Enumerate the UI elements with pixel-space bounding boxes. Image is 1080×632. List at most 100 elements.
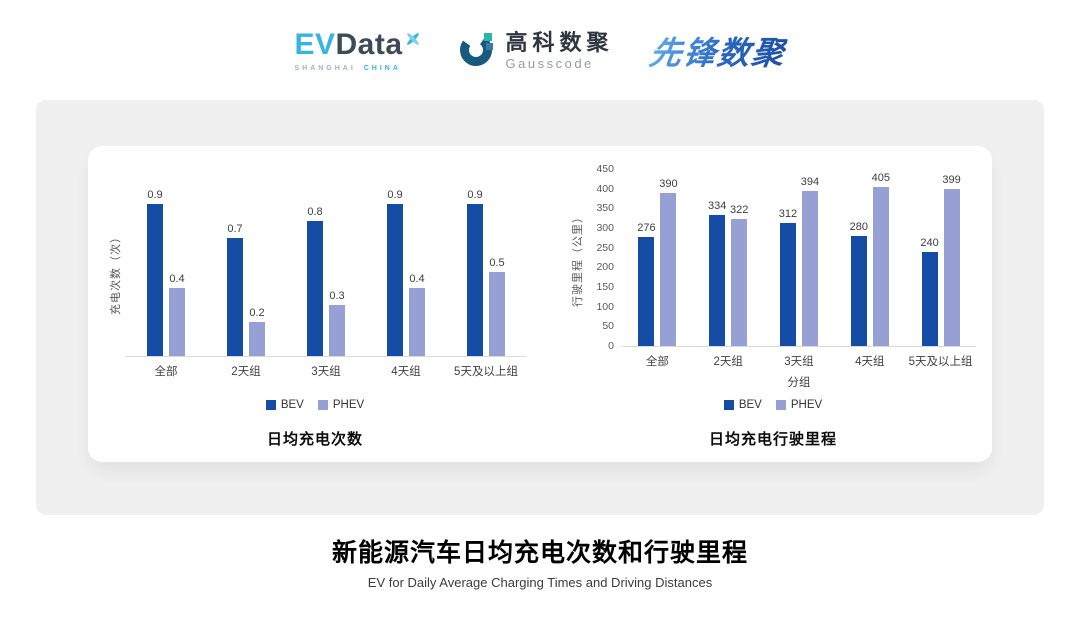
bar-phev: 390 bbox=[659, 178, 678, 346]
bar-value-label: 0.7 bbox=[227, 222, 243, 235]
bar-bev: 280 bbox=[850, 221, 868, 346]
bar-value-label: 276 bbox=[637, 222, 656, 235]
x-axis-category: 4天组 bbox=[855, 356, 885, 368]
bar-group: 0.9 0.5 bbox=[446, 187, 526, 356]
bar-bev: 334 bbox=[708, 200, 726, 346]
legend-item-bev: BEV bbox=[265, 399, 304, 411]
bar-value-label: 0.4 bbox=[169, 273, 185, 286]
legend-swatch bbox=[775, 400, 786, 410]
page-subtitle: EV for Daily Average Charging Times and … bbox=[367, 575, 713, 590]
bar-value-label: 390 bbox=[659, 177, 678, 190]
gausscode-name-cn: 高科数聚 bbox=[505, 29, 614, 55]
evdata-ev-text: EV bbox=[294, 28, 336, 61]
y-axis-tick: 250 bbox=[596, 241, 614, 254]
bar-bev: 0.9 bbox=[147, 189, 163, 356]
bar-phev: 0.5 bbox=[489, 257, 505, 356]
bar-value-label: 0.8 bbox=[307, 205, 323, 218]
xianfeng-logo: 先锋数聚 bbox=[646, 28, 788, 74]
chart-body: 充电次数（次） 0.9 0.4 0.7 0.2 0.8 0.3 0.9 0.4 0.9 0.5 全… bbox=[104, 166, 526, 398]
y-axis-tick: 200 bbox=[596, 261, 614, 274]
gausscode-logo-icon bbox=[458, 30, 496, 73]
bar-group: 0.7 0.2 bbox=[206, 187, 286, 356]
charts-card: 充电次数（次） 0.9 0.4 0.7 0.2 0.8 0.3 0.9 0.4 0.9 0.5 全… bbox=[88, 146, 992, 462]
bar-group: 280 405 bbox=[834, 169, 905, 346]
evdata-logo: EV Data SHANGHAI CHINA bbox=[294, 30, 421, 72]
bar-value-label: 0.2 bbox=[249, 307, 265, 320]
y-axis-label-wrap: 行驶里程（公里） bbox=[566, 166, 588, 398]
legend-swatch bbox=[317, 400, 328, 410]
chart-body: 行驶里程（公里） 0 50 100 150 200 250 300 350 400 450 276 3… bbox=[566, 163, 980, 398]
evdata-tagline-china: CHINA bbox=[363, 65, 401, 72]
bar-phev: 322 bbox=[730, 204, 748, 346]
legend: BEV PHEV bbox=[104, 398, 526, 412]
y-axis-tick: 350 bbox=[596, 202, 614, 215]
bar-bev: 0.9 bbox=[467, 189, 483, 356]
bar-group: 0.9 0.4 bbox=[366, 187, 446, 356]
header-logos: EV Data SHANGHAI CHINA 高科数聚 Gausscode bbox=[0, 24, 1080, 78]
gausscode-logo: 高科数聚 Gausscode bbox=[458, 30, 614, 73]
bar-group: 276 390 bbox=[622, 169, 693, 346]
bar-value-label: 322 bbox=[730, 204, 749, 217]
bar-group: 240 399 bbox=[905, 169, 976, 346]
chart-daily-charging-times: 充电次数（次） 0.9 0.4 0.7 0.2 0.8 0.3 0.9 0.4 0.9 0.5 全… bbox=[88, 166, 540, 462]
evdata-wordmark: EV Data bbox=[294, 30, 421, 60]
evdata-tagline-shanghai: SHANGHAI bbox=[294, 65, 356, 72]
chart-title: 日均充电行驶里程 bbox=[708, 431, 837, 448]
x-axis-category: 4天组 bbox=[391, 366, 421, 378]
y-axis-tick: 450 bbox=[596, 163, 614, 175]
bar-phev: 394 bbox=[801, 176, 819, 346]
legend-label: PHEV bbox=[790, 399, 823, 411]
evdata-data-text: Data bbox=[335, 28, 403, 61]
legend-item-phev: PHEV bbox=[775, 399, 823, 411]
plot-area: 0.9 0.4 0.7 0.2 0.8 0.3 0.9 0.4 0.9 0.5 bbox=[126, 187, 526, 357]
chart-title: 日均充电次数 bbox=[266, 431, 363, 448]
bar-group: 0.9 0.4 bbox=[126, 187, 206, 356]
legend-label: PHEV bbox=[332, 399, 365, 411]
bar-value-label: 240 bbox=[920, 236, 939, 249]
evdata-tagline: SHANGHAI CHINA bbox=[294, 65, 400, 72]
bar-value-label: 280 bbox=[849, 220, 868, 233]
bar-bev: 240 bbox=[920, 237, 939, 346]
sparkle-icon bbox=[404, 24, 422, 54]
bar-phev: 0.3 bbox=[329, 290, 345, 356]
y-axis-tick: 150 bbox=[596, 281, 614, 293]
bar-group: 334 322 bbox=[693, 169, 764, 346]
bar-value-label: 334 bbox=[708, 199, 727, 212]
bar-group: 312 394 bbox=[764, 169, 835, 346]
y-axis-tick: 300 bbox=[596, 222, 614, 234]
x-axis-categories: 全部 2天组 3天组 4天组 5天及以上组 bbox=[622, 353, 976, 369]
bar-bev: 312 bbox=[779, 208, 797, 346]
x-axis-category: 5天及以上组 bbox=[454, 366, 518, 378]
x-axis-category: 2天组 bbox=[713, 356, 743, 368]
x-axis-label: 分组 bbox=[787, 377, 811, 389]
y-axis-tick: 50 bbox=[602, 320, 614, 333]
legend: BEV PHEV bbox=[566, 398, 980, 412]
legend-item-bev: BEV bbox=[723, 399, 762, 411]
chart-daily-driving-distance: 行驶里程（公里） 0 50 100 150 200 250 300 350 400 450 276 3… bbox=[540, 163, 992, 462]
bar-bev: 0.8 bbox=[307, 206, 323, 356]
bar-value-label: 0.9 bbox=[387, 188, 403, 201]
gausscode-name-en: Gausscode bbox=[505, 56, 594, 72]
x-axis-categories: 全部 2天组 3天组 4天组 5天及以上组 bbox=[126, 363, 526, 379]
x-axis-category: 全部 bbox=[154, 366, 178, 378]
x-axis-category: 3天组 bbox=[311, 366, 341, 378]
bar-value-label: 399 bbox=[942, 174, 961, 187]
x-axis-category: 5天及以上组 bbox=[908, 356, 973, 368]
bar-phev: 405 bbox=[872, 172, 890, 346]
bar-value-label: 394 bbox=[800, 176, 820, 189]
y-axis-label-wrap: 充电次数（次） bbox=[104, 166, 126, 398]
legend-label: BEV bbox=[738, 399, 762, 411]
bar-phev: 0.4 bbox=[409, 273, 425, 356]
x-axis-category: 3天组 bbox=[784, 356, 814, 368]
bar-bev: 0.9 bbox=[387, 189, 403, 356]
footer: 新能源汽车日均充电次数和行驶里程 EV for Daily Average Ch… bbox=[0, 533, 1080, 590]
page-title: 新能源汽车日均充电次数和行驶里程 bbox=[331, 539, 748, 567]
legend-swatch bbox=[265, 400, 276, 410]
bar-value-label: 0.5 bbox=[489, 256, 505, 269]
bar-value-label: 0.3 bbox=[329, 290, 345, 303]
y-axis-tick: 100 bbox=[596, 300, 614, 313]
content-panel: 充电次数（次） 0.9 0.4 0.7 0.2 0.8 0.3 0.9 0.4 0.9 0.5 全… bbox=[36, 100, 1044, 515]
bar-value-label: 405 bbox=[871, 171, 890, 184]
bar-group: 0.8 0.3 bbox=[286, 187, 366, 356]
y-axis-tick: 0 bbox=[608, 340, 614, 352]
